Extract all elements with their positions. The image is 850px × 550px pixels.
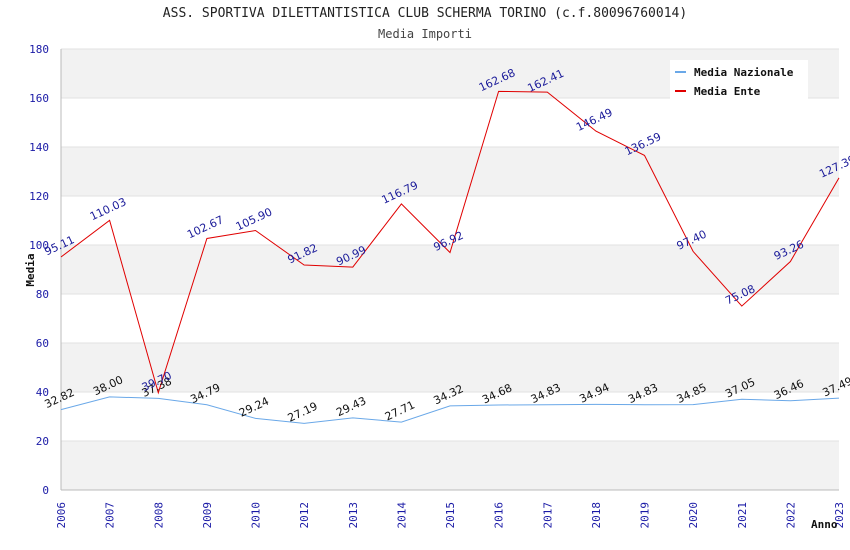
- y-tick-label: 60: [36, 337, 49, 350]
- x-tick-label: 2013: [347, 502, 360, 529]
- x-axis-label: Anno: [811, 518, 838, 531]
- legend-entry: Media Ente: [694, 85, 761, 98]
- y-tick-label: 40: [36, 386, 49, 399]
- y-tick-label: 100: [29, 239, 49, 252]
- grid-band: [61, 392, 839, 441]
- x-tick-label: 2006: [55, 502, 68, 529]
- y-tick-label: 20: [36, 435, 49, 448]
- y-tick-label: 140: [29, 141, 49, 154]
- x-tick-label: 2017: [541, 502, 554, 529]
- x-tick-label: 2012: [298, 502, 311, 529]
- y-tick-label: 160: [29, 92, 49, 105]
- chart-title: ASS. SPORTIVA DILETTANTISTICA CLUB SCHER…: [162, 6, 688, 21]
- x-tick-label: 2019: [639, 502, 652, 529]
- grid-bands: [61, 48, 839, 491]
- series-lines: [60, 90, 840, 424]
- x-tick-label: 2020: [687, 502, 700, 529]
- y-axis-ticks: 0 20 40 60 80 100 120 140 160 180: [29, 43, 49, 497]
- y-axis-label: Media: [24, 253, 37, 286]
- legend-entry: Media Nazionale: [694, 66, 794, 79]
- x-tick-label: 2021: [736, 502, 749, 529]
- grid-band: [61, 343, 839, 392]
- axes: [60, 49, 839, 491]
- y-tick-label: 120: [29, 190, 49, 203]
- grid-band: [61, 147, 839, 196]
- x-tick-label: 2014: [395, 502, 408, 529]
- series-line-media-nazionale: [60, 396, 840, 424]
- y-tick-label: 80: [36, 288, 49, 301]
- x-tick-label: 2015: [444, 502, 457, 529]
- x-axis-ticks: 2006 2007 2008 2009 2010 2012 2013 2014 2015 2016…: [55, 502, 846, 529]
- x-tick-label: 2009: [201, 502, 214, 529]
- grid-band: [61, 294, 839, 343]
- series-line-media-ente: [60, 90, 840, 395]
- grid-band: [61, 98, 839, 147]
- x-tick-label: 2018: [590, 502, 603, 529]
- legend-box: [670, 60, 808, 100]
- legend: Media Nazionale Media Ente: [670, 60, 808, 100]
- x-tick-label: 2023: [833, 502, 846, 529]
- chart-subtitle: Media Importi: [378, 27, 472, 41]
- x-tick-label: 2016: [493, 502, 506, 529]
- x-tick-label: 2007: [104, 502, 117, 529]
- x-tick-label: 2010: [250, 502, 263, 529]
- y-tick-label: 180: [29, 43, 49, 56]
- grid-band: [61, 196, 839, 245]
- y-tick-label: 0: [42, 484, 49, 497]
- x-tick-label: 2022: [784, 502, 797, 529]
- x-tick-label: 2008: [152, 502, 165, 529]
- grid-band: [61, 441, 839, 490]
